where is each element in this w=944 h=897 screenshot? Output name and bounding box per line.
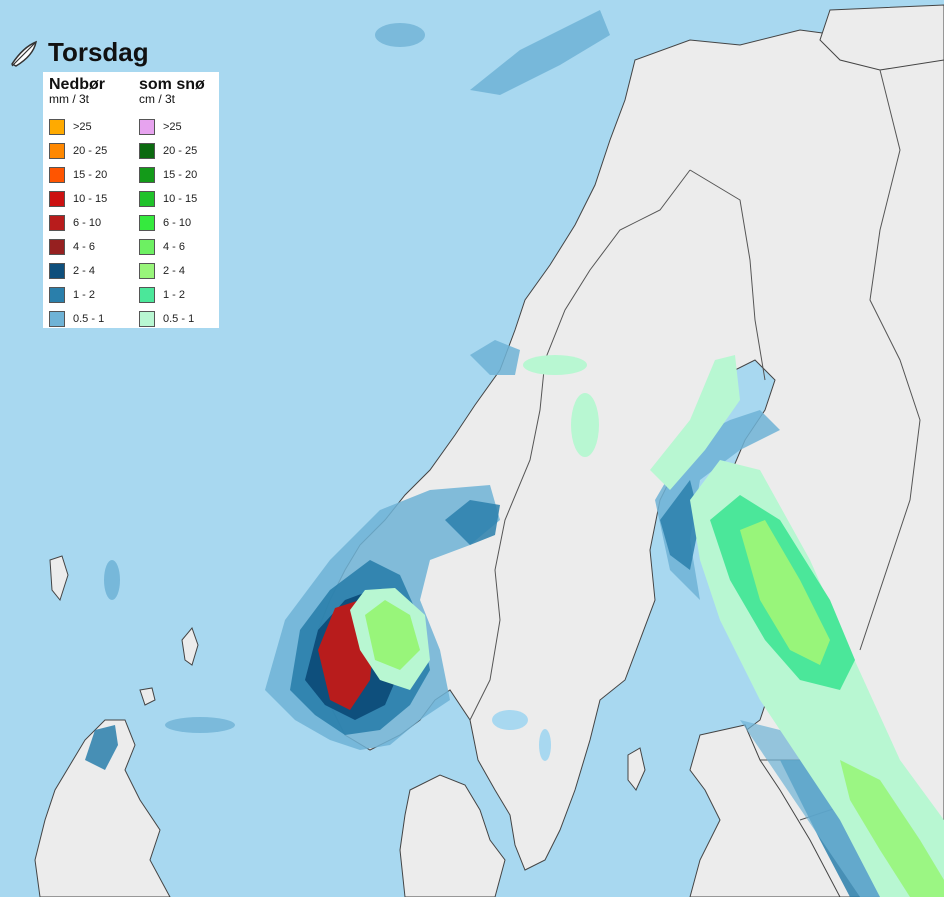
land-gotland — [627, 747, 646, 791]
legend-snow-label: 4 - 6 — [163, 241, 186, 253]
legend-snow-label: 20 - 25 — [163, 145, 198, 157]
land-baltics — [689, 724, 841, 897]
legend-rain-swatch — [49, 263, 65, 279]
legend-rain-row: 1 - 2 — [49, 283, 137, 307]
rain-mid-norway — [445, 500, 500, 545]
legend-snow-swatch — [139, 191, 155, 207]
legend-rain-label: 15 - 20 — [73, 169, 108, 181]
rain-scotland — [85, 725, 118, 770]
legend-snow-label: 10 - 15 — [163, 193, 198, 205]
snow-finland-core — [740, 520, 830, 665]
legend-rain-row: >25 — [49, 115, 137, 139]
legend-snow-label: 1 - 2 — [163, 289, 186, 301]
land-orkney — [139, 687, 156, 706]
legend-rain-swatch — [49, 143, 65, 159]
legend-rain-swatch — [49, 119, 65, 135]
snow-jamtland — [571, 393, 599, 457]
rain-north-sea-patch — [165, 717, 235, 733]
legend-rain-label: 10 - 15 — [73, 193, 108, 205]
legend-snow-swatch — [139, 239, 155, 255]
border-sweden-finland — [689, 169, 766, 381]
legend-snow-row: 10 - 15 — [139, 187, 227, 211]
legend-snow-unit: cm / 3t — [139, 92, 176, 106]
legend-rain-swatch — [49, 215, 65, 231]
legend-snow-row: 1 - 2 — [139, 283, 227, 307]
legend-snow-swatch — [139, 263, 155, 279]
snow-sweden-north — [650, 355, 740, 490]
legend-snow-swatch — [139, 311, 155, 327]
legend-snow-swatch — [139, 119, 155, 135]
legend-rain-row: 15 - 20 — [49, 163, 137, 187]
legend-rain-row: 6 - 10 — [49, 211, 137, 235]
legend-rain-row: 4 - 6 — [49, 235, 137, 259]
legend-rain-label: 2 - 4 — [73, 265, 96, 277]
legend-rain-swatch — [49, 287, 65, 303]
legend-snow: som snø cm / 3t >25 20 - 25 15 - 20 10 - 15… — [139, 76, 227, 331]
land-denmark — [399, 774, 506, 897]
legend-snow-row: 0.5 - 1 — [139, 307, 227, 331]
legend-rain-label: 4 - 6 — [73, 241, 96, 253]
border-norway-sweden — [469, 169, 691, 721]
legend-snow-label: 2 - 4 — [163, 265, 186, 277]
legend-snow-label: 6 - 10 — [163, 217, 192, 229]
rain-arctic-streak — [470, 10, 610, 95]
rain-faroe-patch — [104, 560, 120, 600]
legend-rain-row: 0.5 - 1 — [49, 307, 137, 331]
map-title: Torsdag — [48, 37, 149, 67]
legend-snow-row: 20 - 25 — [139, 139, 227, 163]
legend-snow-row: 4 - 6 — [139, 235, 227, 259]
land-faroe — [49, 555, 69, 602]
rain-bay-of-bothnia-dark — [660, 480, 700, 570]
legend-snow-swatch — [139, 143, 155, 159]
lake-vattern — [539, 729, 551, 761]
legend-snow-row: 6 - 10 — [139, 211, 227, 235]
legend-snow-heading: som snø — [139, 76, 205, 93]
legend: Nedbør mm / 3t >25 20 - 25 15 - 20 10 - 15 6… — [43, 72, 219, 328]
legend-rain-row: 20 - 25 — [49, 139, 137, 163]
legend-rain-label: 1 - 2 — [73, 289, 96, 301]
legend-rain-swatch — [49, 191, 65, 207]
legend-snow-swatch — [139, 167, 155, 183]
legend-rain: Nedbør mm / 3t >25 20 - 25 15 - 20 10 - 15 6… — [49, 76, 137, 331]
legend-rain-row: 10 - 15 — [49, 187, 137, 211]
legend-snow-swatch — [139, 215, 155, 231]
legend-rain-swatch — [49, 311, 65, 327]
border-finland-russia — [859, 69, 921, 651]
legend-snow-label: 0.5 - 1 — [163, 313, 195, 325]
legend-snow-row: >25 — [139, 115, 227, 139]
legend-snow-row: 15 - 20 — [139, 163, 227, 187]
legend-rain-swatch — [49, 167, 65, 183]
legend-rain-label: 0.5 - 1 — [73, 313, 105, 325]
legend-snow-row: 2 - 4 — [139, 259, 227, 283]
land-scotland — [34, 719, 171, 897]
legend-snow-label: 15 - 20 — [163, 169, 198, 181]
lake-vanern — [492, 710, 528, 730]
legend-rain-label: 6 - 10 — [73, 217, 102, 229]
snow-helgeland — [523, 355, 587, 375]
rain-barents-patch — [375, 23, 425, 47]
rain-nordland — [470, 340, 520, 375]
legend-snow-label: >25 — [163, 121, 182, 133]
legend-rain-label: 20 - 25 — [73, 145, 108, 157]
legend-rain-swatch — [49, 239, 65, 255]
legend-snow-swatch — [139, 287, 155, 303]
legend-rain-row: 2 - 4 — [49, 259, 137, 283]
legend-rain-unit: mm / 3t — [49, 92, 90, 106]
logo — [10, 40, 38, 67]
legend-rain-label: >25 — [73, 121, 92, 133]
land-shetland — [181, 627, 199, 666]
legend-rain-heading: Nedbør — [49, 76, 105, 93]
snow-baltic-south — [840, 760, 944, 897]
snow-southnorway-mid — [365, 600, 420, 670]
